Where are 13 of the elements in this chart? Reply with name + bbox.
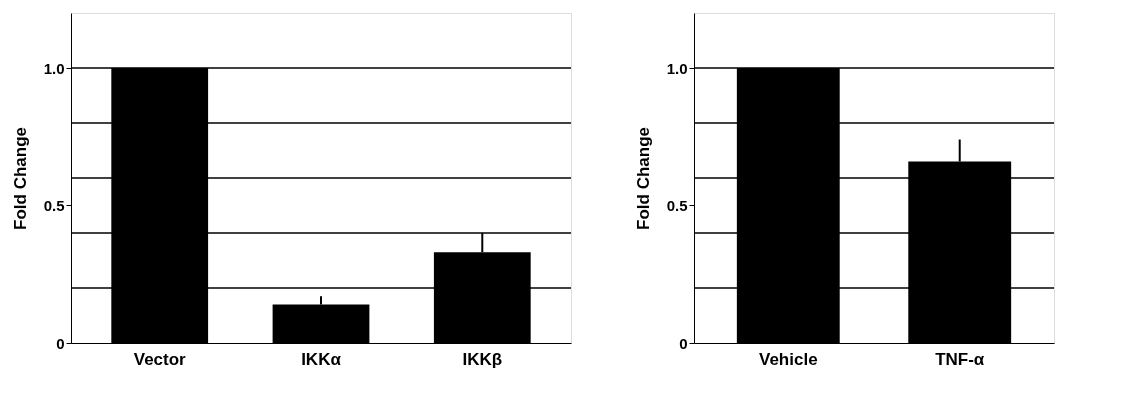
y-tick-label: 1.0 bbox=[666, 59, 688, 77]
x-tick-label: IKKβ bbox=[462, 349, 503, 369]
y-tick-label: 0.5 bbox=[666, 197, 688, 214]
x-tick-label: Vector bbox=[133, 349, 187, 369]
y-axis-title: Fold Change bbox=[633, 127, 653, 230]
x-tick-label: IKKα bbox=[301, 349, 342, 369]
y-tick-label: 0.5 bbox=[43, 197, 65, 214]
y-tick-label: 0 bbox=[679, 334, 688, 352]
y-axis-title: Fold Change bbox=[10, 127, 30, 230]
y-tick-label: 1.0 bbox=[43, 59, 65, 77]
y-tick-label: 0 bbox=[56, 334, 65, 352]
x-tick-label: Vehicle bbox=[758, 349, 818, 369]
x-tick-label: TNF-α bbox=[935, 349, 985, 369]
